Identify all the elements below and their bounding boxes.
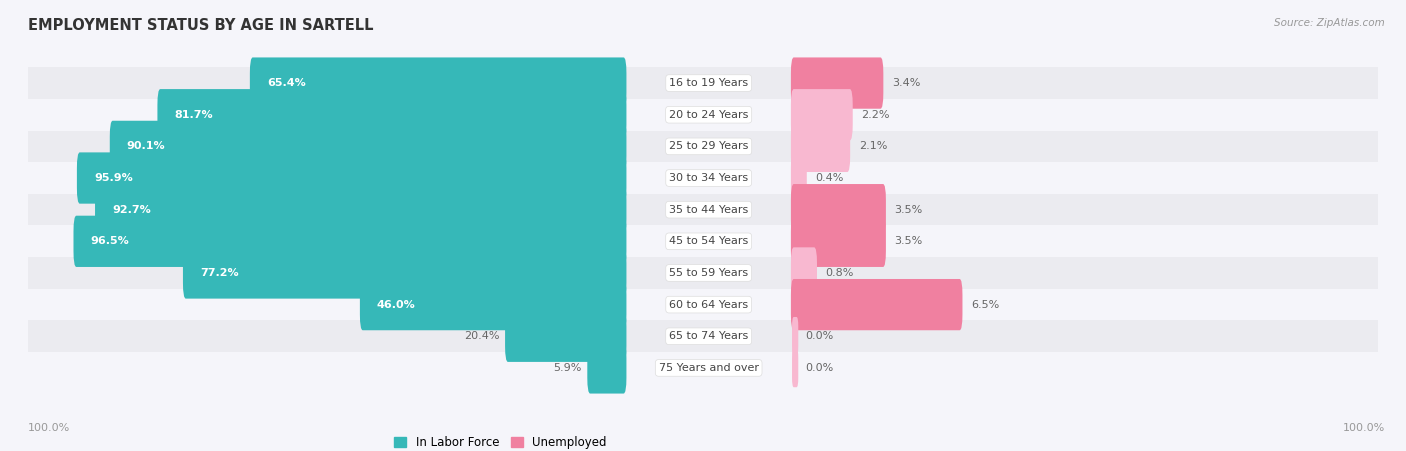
- Text: 0.8%: 0.8%: [825, 268, 853, 278]
- FancyBboxPatch shape: [73, 216, 627, 267]
- Bar: [28, 352, 1378, 384]
- FancyBboxPatch shape: [157, 89, 627, 140]
- Text: 0.0%: 0.0%: [806, 363, 834, 373]
- Text: 30 to 34 Years: 30 to 34 Years: [669, 173, 748, 183]
- FancyBboxPatch shape: [792, 349, 799, 387]
- FancyBboxPatch shape: [792, 279, 963, 330]
- Text: 20.4%: 20.4%: [464, 331, 499, 341]
- FancyBboxPatch shape: [792, 247, 817, 299]
- Text: 3.4%: 3.4%: [891, 78, 921, 88]
- FancyBboxPatch shape: [792, 216, 886, 267]
- Text: 25 to 29 Years: 25 to 29 Years: [669, 141, 748, 152]
- Text: 60 to 64 Years: 60 to 64 Years: [669, 299, 748, 310]
- Text: 3.5%: 3.5%: [894, 236, 922, 246]
- Text: 77.2%: 77.2%: [200, 268, 239, 278]
- Text: 35 to 44 Years: 35 to 44 Years: [669, 205, 748, 215]
- Text: 100.0%: 100.0%: [28, 423, 70, 433]
- FancyBboxPatch shape: [792, 152, 807, 204]
- FancyBboxPatch shape: [505, 311, 627, 362]
- Text: 100.0%: 100.0%: [1343, 423, 1385, 433]
- Bar: [28, 162, 1378, 194]
- FancyBboxPatch shape: [360, 279, 627, 330]
- FancyBboxPatch shape: [792, 121, 851, 172]
- Text: 95.9%: 95.9%: [94, 173, 132, 183]
- Text: 0.0%: 0.0%: [806, 331, 834, 341]
- Text: 5.9%: 5.9%: [553, 363, 582, 373]
- Legend: In Labor Force, Unemployed: In Labor Force, Unemployed: [389, 432, 612, 451]
- FancyBboxPatch shape: [110, 121, 627, 172]
- Text: 20 to 24 Years: 20 to 24 Years: [669, 110, 748, 120]
- Text: 2.1%: 2.1%: [859, 141, 887, 152]
- FancyBboxPatch shape: [792, 57, 883, 109]
- FancyBboxPatch shape: [792, 317, 799, 355]
- Text: 0.4%: 0.4%: [815, 173, 844, 183]
- Bar: [28, 257, 1378, 289]
- Bar: [28, 99, 1378, 130]
- Bar: [28, 289, 1378, 321]
- FancyBboxPatch shape: [250, 57, 627, 109]
- FancyBboxPatch shape: [588, 342, 627, 394]
- Text: 75 Years and over: 75 Years and over: [658, 363, 759, 373]
- Text: 6.5%: 6.5%: [972, 299, 1000, 310]
- Text: 16 to 19 Years: 16 to 19 Years: [669, 78, 748, 88]
- FancyBboxPatch shape: [183, 247, 627, 299]
- Text: 3.5%: 3.5%: [894, 205, 922, 215]
- Text: 90.1%: 90.1%: [127, 141, 166, 152]
- Text: EMPLOYMENT STATUS BY AGE IN SARTELL: EMPLOYMENT STATUS BY AGE IN SARTELL: [28, 18, 374, 33]
- Text: 92.7%: 92.7%: [112, 205, 150, 215]
- Text: 46.0%: 46.0%: [377, 299, 416, 310]
- Text: Source: ZipAtlas.com: Source: ZipAtlas.com: [1274, 18, 1385, 28]
- Text: 45 to 54 Years: 45 to 54 Years: [669, 236, 748, 246]
- Text: 65 to 74 Years: 65 to 74 Years: [669, 331, 748, 341]
- Bar: [28, 194, 1378, 226]
- Bar: [28, 321, 1378, 352]
- Text: 55 to 59 Years: 55 to 59 Years: [669, 268, 748, 278]
- FancyBboxPatch shape: [792, 89, 852, 140]
- FancyBboxPatch shape: [77, 152, 627, 204]
- FancyBboxPatch shape: [96, 184, 627, 235]
- Text: 81.7%: 81.7%: [174, 110, 214, 120]
- Bar: [28, 130, 1378, 162]
- Text: 96.5%: 96.5%: [90, 236, 129, 246]
- Text: 2.2%: 2.2%: [862, 110, 890, 120]
- Bar: [28, 226, 1378, 257]
- Text: 65.4%: 65.4%: [267, 78, 305, 88]
- FancyBboxPatch shape: [792, 184, 886, 235]
- Bar: [28, 67, 1378, 99]
